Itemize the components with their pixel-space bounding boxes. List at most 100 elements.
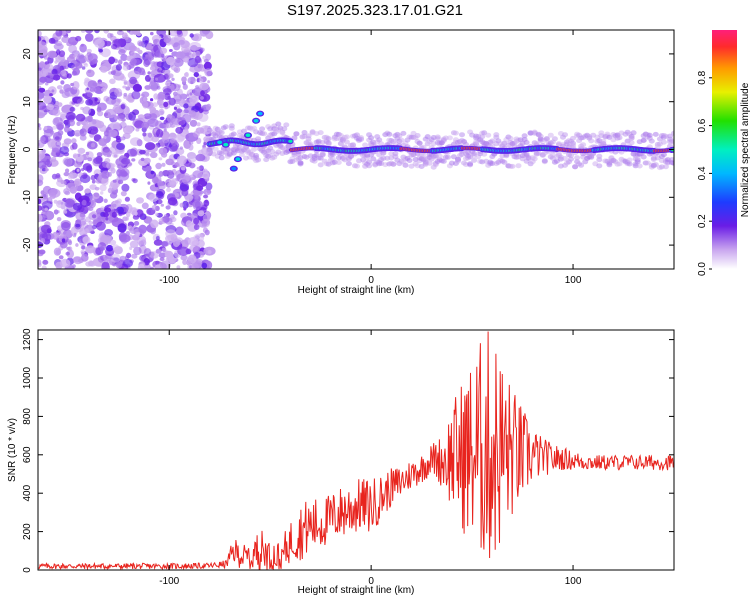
spectrogram-noise-blob (125, 86, 131, 91)
spectrogram-noise-blob (55, 141, 62, 147)
colorbar-label: Normalized spectral amplitude (740, 82, 750, 217)
spectrogram-band-halo (574, 155, 581, 161)
spectrogram-noise-blob (170, 138, 175, 144)
spectrogram-noise-blob (52, 74, 61, 81)
spectrogram-noise-blob (76, 168, 80, 172)
spectrogram-noise-blob (42, 259, 48, 264)
spectrogram-band-halo (598, 130, 605, 136)
spectrogram-noise-blob (122, 259, 133, 268)
spectrogram-band-halo (578, 162, 585, 168)
spectrogram-noise-blob (85, 151, 90, 156)
spectrogram-noise-blob (155, 162, 162, 170)
spectrogram-noise-blob (178, 39, 185, 45)
spectrogram-noise-blob (163, 34, 172, 44)
spectrogram-noise-blob (44, 63, 54, 72)
spectrogram-noise-blob (193, 224, 200, 231)
spectrogram-noise-blob (153, 239, 163, 246)
spectrogram-noise-blob (177, 131, 186, 141)
spectrogram-noise-blob (87, 53, 98, 62)
spectrogram-band-halo (640, 137, 647, 143)
spectrogram-band-halo (251, 146, 257, 152)
spectrogram-noise-blob (157, 100, 162, 105)
spectrogram-noise-blob (106, 162, 112, 169)
spectrogram-band-halo (275, 121, 282, 127)
spectrogram-noise-blob (81, 66, 86, 70)
spectrogram-noise-blob (144, 142, 156, 151)
spectrogram-noise-blob (119, 234, 131, 243)
spectrogram-noise-blob (180, 239, 189, 249)
spectrogram-noise-blob (38, 213, 43, 223)
spectrogram-noise-blob (156, 199, 163, 205)
spectrogram-noise-blob (54, 136, 60, 140)
spectrogram-noise-blob (50, 141, 57, 148)
spectrogram-noise-blob (192, 170, 203, 179)
spectrogram-noise-blob (103, 30, 110, 34)
spectrogram-band-halo (646, 132, 653, 138)
spectrogram-noise-blob (166, 169, 174, 176)
spectrogram-band-halo (626, 157, 633, 163)
spectrogram-band-halo (616, 135, 623, 141)
spectrogram-noise-blob (148, 193, 159, 202)
spectrogram-noise-blob (77, 147, 86, 154)
spectrogram-noise-blob (183, 103, 189, 109)
spectrogram-noise-blob (150, 62, 154, 66)
spectrogram-noise-blob (112, 70, 116, 74)
spectrogram-noise-blob (111, 163, 116, 168)
spectrogram-noise-blob (181, 76, 187, 83)
spectrogram-band-halo (390, 161, 397, 167)
spectrogram-noise-blob (79, 174, 91, 184)
spectrogram-noise-blob (118, 49, 126, 55)
spectrogram-noise-blob (58, 255, 64, 260)
spectrogram-noise-blob (162, 68, 171, 75)
spectrogram-noise-blob (124, 196, 130, 202)
spectrogram-band-halo (212, 146, 219, 152)
spectrogram-band-halo (362, 142, 369, 148)
spectrogram-noise-blob (175, 193, 180, 198)
spectrogram-noise-blob (162, 247, 167, 252)
spectrogram-noise-blob (76, 155, 84, 162)
spectrogram-noise-blob (203, 199, 210, 207)
spectrogram-noise-blob (136, 32, 142, 37)
spectrogram-noise-blob (156, 85, 161, 90)
spectrogram-noise-blob (115, 135, 121, 140)
spectrogram-noise-blob (117, 179, 124, 185)
spectrogram-noise-blob (65, 30, 72, 34)
spectrogram-noise-blob (79, 43, 87, 53)
spectrogram-noise-blob (55, 30, 63, 37)
spectrogram-noise-blob (112, 179, 117, 183)
spectrogram-band-halo (281, 126, 288, 132)
spectrogram-feature-peak (235, 157, 241, 161)
spectrogram-noise-blob (81, 253, 89, 262)
spectrogram-noise-blob (60, 69, 67, 77)
spectrogram-noise-blob (119, 169, 127, 177)
spectrogram-noise-blob (123, 81, 128, 85)
spectrogram-noise-blob (56, 217, 62, 222)
spectrogram-noise-blob (117, 59, 123, 65)
spectrogram-noise-blob (138, 224, 147, 234)
spectrogram-noise-blob (64, 126, 70, 133)
spectrogram-noise-blob (184, 57, 190, 64)
spectrogram-noise-blob (132, 178, 138, 184)
spectrogram-noise-blob (38, 101, 46, 110)
spectrogram-band-halo (588, 138, 595, 144)
spectrogram-band-halo (343, 134, 350, 140)
spectrogram-noise-blob (73, 232, 77, 236)
spectrogram-noise-blob (198, 112, 209, 122)
spectrogram-noise-blob (63, 138, 72, 145)
spectrogram-noise-blob (170, 83, 181, 92)
spectrogram-noise-blob (149, 106, 157, 114)
spectrogram-noise-blob (44, 82, 49, 86)
spectrogram-noise-blob (104, 108, 117, 119)
spectrogram-band-halo (416, 140, 423, 146)
spectrogram-noise-blob (61, 221, 71, 231)
spectrogram-noise-blob (68, 119, 76, 127)
snr-y-axis-label: SNR (10 * v/v) (7, 418, 18, 482)
spectrogram-noise-blob (87, 115, 93, 123)
spectrogram-noise-blob (83, 62, 88, 66)
spectrogram-noise-blob (202, 172, 210, 180)
spectrogram-noise-blob (71, 70, 77, 76)
spectrogram-noise-blob (131, 253, 138, 259)
spectrogram-noise-blob (141, 121, 150, 129)
spectrogram-noise-blob (38, 160, 47, 169)
spectrogram-band-halo (507, 135, 514, 141)
